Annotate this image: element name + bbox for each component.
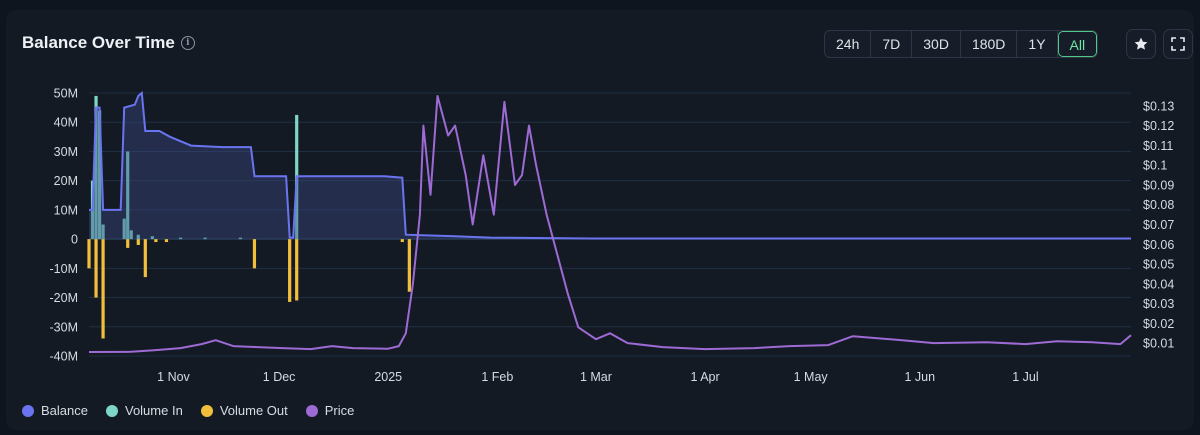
balance-line xyxy=(89,91,1131,240)
y-left-tick-label: 40M xyxy=(54,116,78,130)
x-tick-label: 1 Mar xyxy=(580,370,612,384)
y-right-tick-label: $0.04 xyxy=(1143,277,1174,291)
chart-card xyxy=(6,10,1194,430)
volume-in-bar xyxy=(150,236,154,240)
y-left-tick-label: 50M xyxy=(54,87,78,101)
chart-grid xyxy=(89,92,1131,357)
favorite-button[interactable] xyxy=(1126,29,1156,59)
volume-out-bar xyxy=(126,239,130,248)
y-right-tick-label: $0.09 xyxy=(1143,178,1174,192)
legend-dot xyxy=(200,404,213,417)
fullscreen-button[interactable] xyxy=(1163,29,1193,59)
legend-label: Price xyxy=(324,403,355,418)
y-right-tick-label: $0.12 xyxy=(1143,119,1174,133)
x-tick-label: 1 Dec xyxy=(263,370,296,384)
legend-label: Balance xyxy=(41,403,88,418)
volume-out-bar xyxy=(164,239,169,243)
balance-area xyxy=(89,93,1131,240)
y-left-tick-label: 20M xyxy=(54,174,78,188)
price-series xyxy=(88,95,1132,353)
range-button-1y[interactable]: 1Y xyxy=(1017,31,1058,57)
x-tick-label: 1 Jun xyxy=(904,370,935,384)
legend-label: Volume In xyxy=(124,403,183,418)
y-left-tick-label: 30M xyxy=(54,145,78,159)
volume-out-bar xyxy=(101,239,105,339)
y-right-tick-label: $0.08 xyxy=(1143,198,1174,212)
chart-title-container: Balance Over Time i xyxy=(22,33,195,53)
balance-series xyxy=(89,91,1131,240)
x-tick-label: 1 May xyxy=(794,370,829,384)
legend-item-volume-out[interactable]: Volume Out xyxy=(200,403,288,418)
star-icon xyxy=(1134,37,1148,50)
y-right-tick-label: $0.06 xyxy=(1143,238,1174,252)
y-axis-left: 50M 40M 30M 20M 10M 0 -10M -20M -30M -40M xyxy=(50,87,79,364)
y-left-tick-label: -20M xyxy=(50,291,78,305)
volume-in-bar xyxy=(238,237,242,240)
legend-item-balance[interactable]: Balance xyxy=(22,403,88,418)
legend-item-price[interactable]: Price xyxy=(305,403,355,418)
y-right-tick-label: $0.1 xyxy=(1143,159,1167,173)
legend-label: Volume Out xyxy=(219,403,288,418)
y-axis-right: $0.13 $0.12 $0.11 $0.1 $0.09 $0.08 $0.07 $0.06 $… xyxy=(1143,99,1174,350)
legend-dot xyxy=(22,404,34,417)
volume-out-bar xyxy=(154,239,158,243)
volume-in-bar xyxy=(126,151,130,240)
volume-in-bar xyxy=(97,110,102,240)
y-right-tick-label: $0.01 xyxy=(1143,337,1174,351)
volume-in-bar xyxy=(203,237,207,240)
volume-out-bar xyxy=(136,239,140,245)
range-button-180d[interactable]: 180D xyxy=(961,31,1018,57)
volume-out-bar xyxy=(252,239,257,269)
legend-dot xyxy=(105,404,118,417)
chart-title: Balance Over Time xyxy=(22,33,175,52)
x-tick-label: 2025 xyxy=(374,370,402,384)
y-left-tick-label: 0 xyxy=(71,233,78,247)
y-left-tick-label: -30M xyxy=(50,320,78,334)
fullscreen-icon xyxy=(1171,37,1185,51)
time-range-selector: 24h 7D 30D 180D 1Y All xyxy=(824,30,1099,58)
y-right-tick-label: $0.05 xyxy=(1143,258,1174,272)
legend-dot xyxy=(305,404,318,417)
volume-in-bar xyxy=(101,224,105,240)
y-right-tick-label: $0.07 xyxy=(1143,218,1174,232)
y-left-tick-label: -10M xyxy=(50,262,78,276)
x-tick-label: 1 Nov xyxy=(157,370,190,384)
volume-in-bar xyxy=(178,237,183,240)
y-left-tick-label: 10M xyxy=(54,203,78,217)
y-left-tick-label: -40M xyxy=(50,350,78,364)
y-right-tick-label: $0.02 xyxy=(1143,317,1174,331)
range-button-30d[interactable]: 30D xyxy=(912,31,961,57)
volume-out-bar xyxy=(94,239,98,298)
legend-item-volume-in[interactable]: Volume In xyxy=(105,403,183,418)
volume-in-bar xyxy=(129,230,133,240)
volume-in-bar xyxy=(122,218,126,240)
x-axis: 1 Nov 1 Dec 2025 1 Feb 1 Mar 1 Apr 1 May 1 Jun 1… xyxy=(157,370,1038,384)
volume-out-bar xyxy=(295,239,299,301)
chart-legend: Balance Volume In Volume Out Price xyxy=(22,403,354,418)
range-button-24h[interactable]: 24h xyxy=(825,31,872,57)
volume-out-bar xyxy=(288,239,292,302)
price-line xyxy=(88,95,1132,353)
range-button-all[interactable]: All xyxy=(1057,31,1098,57)
range-button-7d[interactable]: 7D xyxy=(871,31,913,57)
volume-in-bar xyxy=(94,95,98,240)
info-icon[interactable]: i xyxy=(180,36,195,50)
y-right-tick-label: $0.13 xyxy=(1143,99,1174,113)
volume-out-bar xyxy=(143,239,147,278)
x-tick-label: 1 Feb xyxy=(481,370,513,384)
x-tick-label: 1 Apr xyxy=(690,370,719,384)
y-right-tick-label: $0.03 xyxy=(1143,297,1174,311)
volume-out-bar xyxy=(400,239,404,243)
volume-in-bar xyxy=(136,234,140,240)
x-tick-label: 1 Jul xyxy=(1012,370,1038,384)
y-right-tick-label: $0.11 xyxy=(1143,139,1173,153)
volume-out-bar xyxy=(407,239,411,292)
volume-out-bar xyxy=(87,239,91,269)
